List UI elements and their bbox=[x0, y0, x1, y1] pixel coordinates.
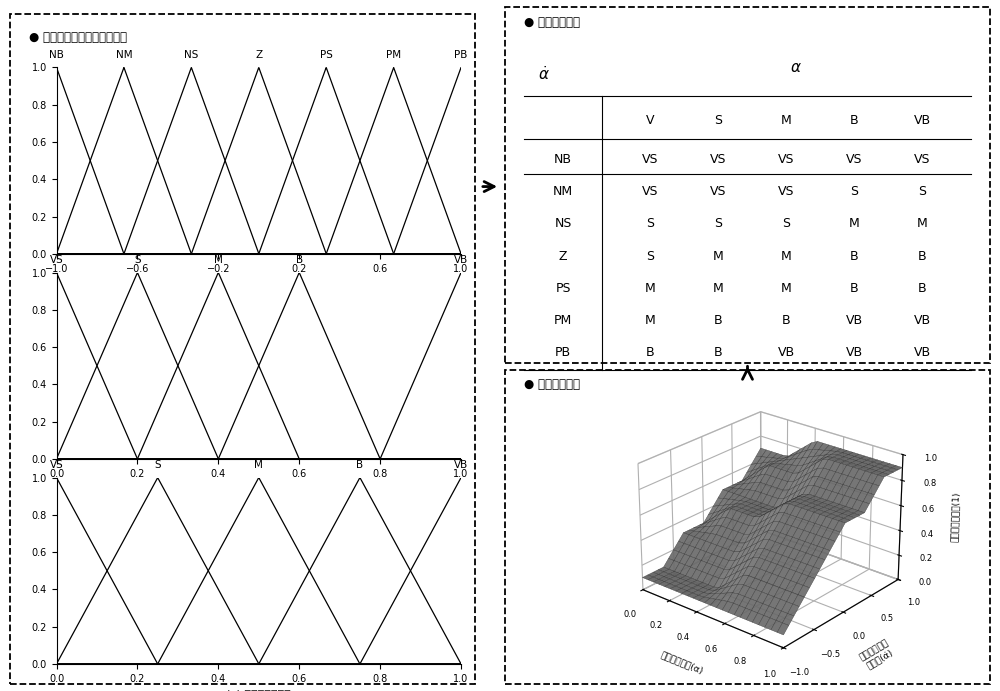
Text: NB: NB bbox=[49, 50, 64, 60]
Y-axis label: 加速踏板开度
变化率(α̇): 加速踏板开度 变化率(α̇) bbox=[859, 638, 896, 671]
Text: M: M bbox=[781, 114, 792, 127]
Text: PM: PM bbox=[554, 314, 572, 327]
Text: M: M bbox=[781, 281, 792, 294]
Text: B: B bbox=[850, 114, 859, 127]
Text: VB: VB bbox=[454, 460, 468, 470]
Text: S: S bbox=[134, 255, 141, 265]
Text: VB: VB bbox=[454, 255, 468, 265]
Text: PS: PS bbox=[555, 281, 571, 294]
X-axis label: (b) 加速踏板开度: (b) 加速踏板开度 bbox=[229, 484, 288, 494]
Text: S: S bbox=[714, 114, 722, 127]
Text: NS: NS bbox=[184, 50, 199, 60]
Text: S: S bbox=[850, 185, 858, 198]
Text: B: B bbox=[918, 249, 926, 263]
Text: B: B bbox=[918, 281, 926, 294]
Text: S: S bbox=[714, 218, 722, 231]
Text: VS: VS bbox=[50, 255, 63, 265]
Text: VB: VB bbox=[914, 346, 931, 359]
Text: S: S bbox=[646, 249, 654, 263]
Text: VB: VB bbox=[846, 314, 863, 327]
Text: VB: VB bbox=[778, 346, 795, 359]
Text: VS: VS bbox=[914, 153, 930, 167]
Text: B: B bbox=[646, 346, 655, 359]
X-axis label: (a) 加速踏板开度变化率: (a) 加速踏板开度变化率 bbox=[219, 279, 298, 289]
Text: ● 模糊控制曲面: ● 模糊控制曲面 bbox=[524, 377, 580, 390]
Text: V: V bbox=[646, 114, 655, 127]
Text: M: M bbox=[645, 314, 656, 327]
Text: NM: NM bbox=[116, 50, 132, 60]
Text: S: S bbox=[918, 185, 926, 198]
Text: S: S bbox=[782, 218, 790, 231]
Text: M: M bbox=[645, 281, 656, 294]
Text: ● 输入、输出变量隶属度函数: ● 输入、输出变量隶属度函数 bbox=[29, 30, 127, 44]
Text: VS: VS bbox=[642, 153, 659, 167]
Text: VS: VS bbox=[846, 153, 862, 167]
Text: M: M bbox=[713, 281, 724, 294]
Text: B: B bbox=[714, 314, 723, 327]
Text: VB: VB bbox=[914, 314, 931, 327]
X-axis label: (c) 驾驶员起步意图: (c) 驾驶员起步意图 bbox=[226, 689, 291, 691]
Text: VS: VS bbox=[710, 185, 727, 198]
Text: B: B bbox=[850, 249, 859, 263]
Text: VS: VS bbox=[778, 153, 795, 167]
Text: S: S bbox=[646, 218, 654, 231]
Text: VS: VS bbox=[50, 460, 63, 470]
Text: M: M bbox=[849, 218, 860, 231]
Text: NM: NM bbox=[553, 185, 573, 198]
Text: $\alpha$: $\alpha$ bbox=[790, 60, 802, 75]
Text: ● 模糊控制规则: ● 模糊控制规则 bbox=[524, 16, 580, 29]
Text: NS: NS bbox=[555, 218, 572, 231]
Text: PS: PS bbox=[320, 50, 333, 60]
Text: VB: VB bbox=[914, 114, 931, 127]
Text: M: M bbox=[214, 255, 223, 265]
Text: B: B bbox=[714, 346, 723, 359]
Text: M: M bbox=[254, 460, 263, 470]
Text: M: M bbox=[917, 218, 927, 231]
Text: NB: NB bbox=[554, 153, 572, 167]
Text: $\dot{\alpha}$: $\dot{\alpha}$ bbox=[538, 66, 550, 84]
Text: VB: VB bbox=[846, 346, 863, 359]
Text: VS: VS bbox=[642, 185, 659, 198]
Text: M: M bbox=[713, 249, 724, 263]
Text: PB: PB bbox=[454, 50, 468, 60]
Text: PB: PB bbox=[555, 346, 571, 359]
Text: B: B bbox=[356, 460, 363, 470]
Text: B: B bbox=[296, 255, 303, 265]
Text: VS: VS bbox=[778, 185, 795, 198]
Text: B: B bbox=[850, 281, 859, 294]
Text: M: M bbox=[781, 249, 792, 263]
Text: PM: PM bbox=[386, 50, 401, 60]
Text: VS: VS bbox=[710, 153, 727, 167]
Text: Z: Z bbox=[255, 50, 262, 60]
Text: B: B bbox=[782, 314, 791, 327]
Text: Z: Z bbox=[559, 249, 567, 263]
X-axis label: 加速踏板开度(α): 加速踏板开度(α) bbox=[659, 650, 704, 676]
Text: S: S bbox=[154, 460, 161, 470]
